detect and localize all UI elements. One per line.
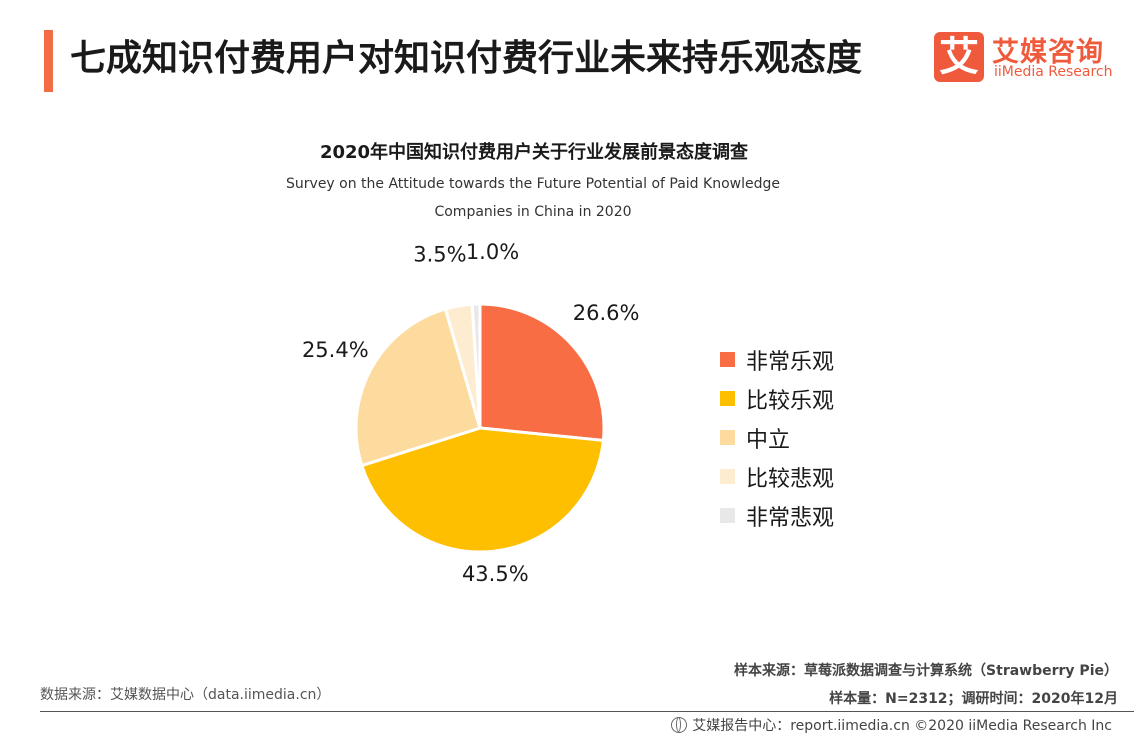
slice-value-label: 25.4%	[302, 338, 369, 362]
chart-legend: 非常乐观比较乐观中立比较悲观非常悲观	[720, 340, 834, 535]
legend-item: 非常悲观	[720, 496, 834, 535]
legend-swatch	[720, 508, 735, 523]
slice-value-label: 1.0%	[466, 240, 519, 264]
slice-value-label: 3.5%	[413, 243, 466, 267]
chart-subtitle: Survey on the Attitude towards the Futur…	[286, 176, 780, 220]
slice-value-label: 43.5%	[462, 562, 529, 586]
pie-slice	[470, 302, 482, 429]
legend-swatch	[720, 430, 735, 445]
chart-title: 2020年中国知识付费用户关于行业发展前景态度调查	[319, 142, 749, 163]
title-accent-bar	[44, 30, 53, 92]
footer: 艾媒报告中心：report.iimedia.cn ©2020 iiMedia R…	[671, 715, 1112, 735]
legend-label: 比较乐观	[746, 388, 835, 414]
iimedia-logo: 艾 艾媒咨询 iiMedia Research	[934, 30, 1124, 86]
legend-item: 中立	[720, 418, 834, 457]
data-source-note: 数据来源：艾媒数据中心（data.iimedia.cn）	[40, 687, 331, 703]
legend-swatch	[720, 391, 735, 406]
logo-text-en: iiMedia Research	[994, 64, 1113, 80]
pie-slice	[478, 302, 606, 443]
legend-item: 比较乐观	[720, 379, 834, 418]
footer-divider	[40, 711, 1134, 712]
logo-mark: 艾	[934, 32, 984, 82]
legend-item: 非常乐观	[720, 340, 834, 379]
sample-source-note: 样本来源：草莓派数据调查与计算系统（Strawberry Pie）	[734, 663, 1118, 679]
page-title: 七成知识付费用户对知识付费行业未来持乐观态度	[70, 38, 863, 79]
legend-swatch	[720, 352, 735, 367]
slice-value-label: 26.6%	[573, 301, 640, 325]
pie-slice	[359, 426, 606, 554]
legend-label: 非常悲观	[746, 505, 835, 531]
legend-label: 非常乐观	[746, 349, 835, 375]
sample-size-note: 样本量：N=2312；调研时间：2020年12月	[829, 691, 1118, 707]
pie-slice	[354, 307, 482, 468]
legend-item: 比较悲观	[720, 457, 834, 496]
globe-icon	[671, 717, 688, 733]
legend-label: 中立	[746, 427, 791, 453]
legend-swatch	[720, 469, 735, 484]
legend-label: 比较悲观	[746, 466, 835, 492]
footer-text: 艾媒报告中心：report.iimedia.cn ©2020 iiMedia R…	[692, 718, 1112, 734]
logo-text-cn: 艾媒咨询	[992, 37, 1104, 68]
